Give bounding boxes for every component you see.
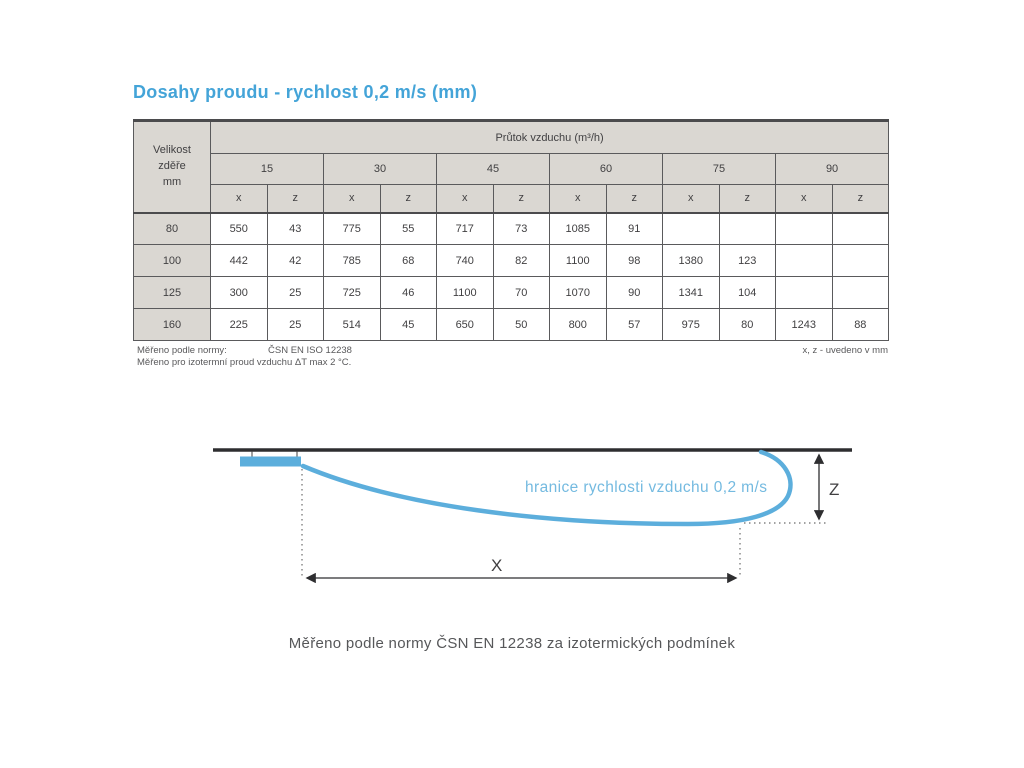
table-header: Velikost zděře mm Průtok vzduchu (m³/h) 15… [133,120,890,213]
table-notes: Měřeno podle normy: ČSN EN ISO 12238 Měře… [137,345,352,369]
flow-rate-cell: 15 [210,153,324,185]
measured-standard-value: ČSN EN ISO 12238 [268,345,352,356]
axis-header-cell: x [436,184,494,213]
value-cell: 1341 [662,276,720,309]
velocity-boundary-label: hranice rychlosti vzduchu 0,2 m/s [525,479,767,496]
axis-header-cell: z [492,184,550,213]
flow-rate-cell: 75 [662,153,776,185]
flow-rate-cell: 30 [323,153,437,185]
velocity-boundary-curve [300,449,793,527]
units-note: x, z - uvedeno v mm [802,345,888,356]
value-cell: 82 [492,244,550,277]
value-cell: 1100 [549,244,607,277]
value-cell: 73 [492,211,550,245]
size-cell: 100 [133,244,211,277]
axis-header-cell: z [831,184,890,213]
value-cell: 225 [210,308,268,341]
axis-header-cell: x [210,184,268,213]
value-cell: 300 [210,276,268,309]
value-cell [775,211,833,245]
axis-header-cell: x [662,184,720,213]
measured-standard-label: Měřeno podle normy: [137,345,227,356]
diffuser-outlet [240,456,301,467]
z-dimension-label: Z [829,480,839,499]
value-cell [775,244,833,277]
value-cell: 514 [323,308,381,341]
axis-header-cell: z [718,184,776,213]
value-cell [831,276,890,309]
standard-note-line: Měřeno podle normy: ČSN EN ISO 12238 [137,345,352,357]
value-cell: 800 [549,308,607,341]
value-cell [662,211,720,245]
value-cell: 123 [718,244,776,277]
value-cell: 1085 [549,211,607,245]
page-title: Dosahy proudu - rychlost 0,2 m/s (mm) [133,82,478,102]
value-cell: 725 [323,276,381,309]
value-cell: 975 [662,308,720,341]
table-row: 125 300 25 725 46 1100 70 1070 90 1341 104 [133,276,890,309]
jet-reach-table: Velikost zděře mm Průtok vzduchu (m³/h) 15… [133,119,890,341]
value-cell: 91 [605,211,663,245]
table-row: 160 225 25 514 45 650 50 800 57 975 80 1243 88 [133,308,890,341]
value-cell: 46 [379,276,437,309]
value-cell: 650 [436,308,494,341]
table-body: 80 550 43 775 55 717 73 1085 91 100 442 42 785 68 740 8… [133,211,890,341]
value-cell [831,211,890,245]
value-cell: 43 [266,211,324,245]
value-cell: 57 [605,308,663,341]
header-row: 15 30 45 60 75 90 [134,153,890,185]
header-row: Velikost zděře mm Průtok vzduchu (m³/h) [133,120,890,213]
value-cell: 68 [379,244,437,277]
flow-rate-cell: 60 [549,153,663,185]
value-cell: 25 [266,308,324,341]
value-cell: 55 [379,211,437,245]
value-cell [718,211,776,245]
value-cell: 104 [718,276,776,309]
value-cell: 25 [266,276,324,309]
value-cell: 50 [492,308,550,341]
table-corner-header: Velikost zděře mm [133,120,211,213]
flow-rate-cell: 45 [436,153,550,185]
axis-header-cell: z [266,184,324,213]
size-cell: 125 [133,276,211,309]
size-cell: 160 [133,308,211,341]
value-cell [775,276,833,309]
size-cell: 80 [133,211,211,245]
value-cell: 88 [831,308,890,341]
table-row: 100 442 42 785 68 740 82 1100 98 1380 123 [133,244,890,277]
axis-header-cell: x [323,184,381,213]
bottom-caption: Měřeno podle normy ČSN EN 12238 za izote… [288,635,736,652]
value-cell: 442 [210,244,268,277]
value-cell: 1380 [662,244,720,277]
x-dimension-label: X [491,556,502,575]
value-cell: 775 [323,211,381,245]
flow-header-cell: Průtok vzduchu (m³/h) [209,120,890,154]
value-cell: 80 [718,308,776,341]
value-cell: 1243 [775,308,833,341]
value-cell: 45 [379,308,437,341]
value-cell: 740 [436,244,494,277]
value-cell: 42 [266,244,324,277]
value-cell [831,244,890,277]
isothermal-note: Měřeno pro izotermní proud vzduchu ΔT ma… [137,357,352,368]
table-row: 80 550 43 775 55 717 73 1085 91 [133,211,890,245]
value-cell: 717 [436,211,494,245]
axis-header-cell: x [549,184,607,213]
axis-header-cell: z [605,184,663,213]
value-cell: 98 [605,244,663,277]
value-cell: 90 [605,276,663,309]
value-cell: 550 [210,211,268,245]
value-cell: 1100 [436,276,494,309]
